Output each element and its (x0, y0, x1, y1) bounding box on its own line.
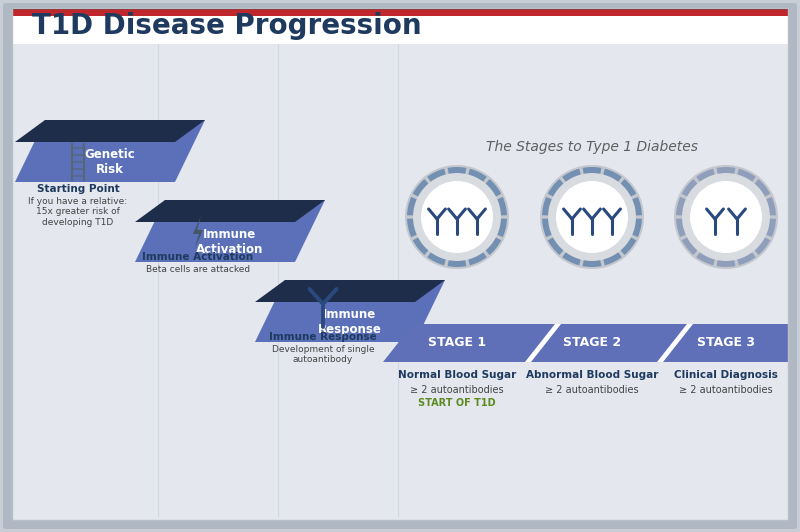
Text: Immune Activation: Immune Activation (142, 252, 254, 262)
Bar (12, 8, 788, 44)
Wedge shape (603, 252, 622, 265)
Wedge shape (562, 169, 581, 181)
Text: Development of single
autoantibody: Development of single autoantibody (272, 345, 374, 364)
Wedge shape (754, 237, 770, 255)
Text: The Stages to Type 1 Diabetes: The Stages to Type 1 Diabetes (486, 140, 698, 154)
Wedge shape (717, 167, 735, 174)
Wedge shape (542, 219, 552, 237)
Wedge shape (468, 169, 486, 181)
Text: STAGE 1: STAGE 1 (428, 337, 486, 350)
Text: ≥ 2 autoantibodies: ≥ 2 autoantibodies (410, 385, 504, 395)
Polygon shape (255, 280, 445, 302)
Wedge shape (582, 167, 602, 174)
Wedge shape (468, 252, 486, 265)
Wedge shape (486, 237, 502, 255)
Text: START OF T1D: START OF T1D (418, 398, 496, 408)
Wedge shape (407, 219, 417, 237)
Polygon shape (383, 324, 788, 362)
Wedge shape (498, 219, 507, 237)
Text: STAGE 3: STAGE 3 (697, 337, 755, 350)
Wedge shape (766, 197, 776, 215)
Wedge shape (754, 179, 770, 196)
Wedge shape (621, 179, 636, 196)
Wedge shape (486, 179, 502, 196)
Wedge shape (498, 197, 507, 215)
Wedge shape (621, 237, 636, 255)
Text: Abnormal Blood Sugar: Abnormal Blood Sugar (526, 370, 658, 380)
Text: Genetic
Risk: Genetic Risk (85, 148, 135, 176)
Wedge shape (582, 260, 602, 267)
Text: Clinical Diagnosis: Clinical Diagnosis (674, 370, 778, 380)
Bar (12, 8, 788, 12)
Text: Immune
Activation: Immune Activation (196, 228, 264, 256)
Wedge shape (696, 169, 714, 181)
Wedge shape (447, 167, 466, 174)
Bar (12, 10, 788, 16)
Circle shape (556, 181, 628, 253)
Wedge shape (603, 169, 622, 181)
Polygon shape (255, 280, 445, 342)
Wedge shape (413, 237, 428, 255)
Text: ≥ 2 autoantibodies: ≥ 2 autoantibodies (679, 385, 773, 395)
Wedge shape (407, 197, 417, 215)
Wedge shape (542, 197, 552, 215)
Wedge shape (632, 219, 642, 237)
Text: Immune Response: Immune Response (269, 332, 377, 342)
Wedge shape (676, 197, 686, 215)
Circle shape (674, 165, 778, 269)
Wedge shape (413, 179, 428, 196)
Wedge shape (447, 260, 466, 267)
Text: If you have a relative:
15x greater risk of
developing T1D: If you have a relative: 15x greater risk… (29, 197, 127, 227)
Bar (12, 44, 788, 520)
Text: Immune
Response: Immune Response (318, 308, 382, 336)
Wedge shape (676, 219, 686, 237)
Text: T1D Disease Progression: T1D Disease Progression (32, 12, 422, 40)
Wedge shape (682, 237, 698, 255)
Wedge shape (548, 237, 563, 255)
Polygon shape (525, 324, 561, 362)
Text: STAGE 2: STAGE 2 (563, 337, 621, 350)
Wedge shape (738, 169, 756, 181)
Circle shape (690, 181, 762, 253)
Wedge shape (738, 252, 756, 265)
Wedge shape (562, 252, 581, 265)
Wedge shape (548, 179, 563, 196)
Wedge shape (682, 179, 698, 196)
Circle shape (413, 173, 501, 261)
Wedge shape (717, 260, 735, 267)
Text: Beta cells are attacked: Beta cells are attacked (146, 265, 250, 274)
Text: ≥ 2 autoantibodies: ≥ 2 autoantibodies (545, 385, 639, 395)
Polygon shape (15, 120, 205, 142)
Wedge shape (766, 219, 776, 237)
FancyBboxPatch shape (3, 3, 797, 529)
Polygon shape (657, 324, 693, 362)
Wedge shape (696, 252, 714, 265)
Circle shape (548, 173, 636, 261)
Polygon shape (15, 120, 205, 182)
Circle shape (682, 173, 770, 261)
Wedge shape (427, 169, 446, 181)
Circle shape (405, 165, 509, 269)
Polygon shape (135, 200, 325, 262)
Wedge shape (632, 197, 642, 215)
Circle shape (421, 181, 493, 253)
Text: Normal Blood Sugar: Normal Blood Sugar (398, 370, 516, 380)
Text: Starting Point: Starting Point (37, 184, 119, 194)
Wedge shape (427, 252, 446, 265)
Polygon shape (135, 200, 325, 222)
Circle shape (540, 165, 644, 269)
Polygon shape (193, 216, 203, 248)
